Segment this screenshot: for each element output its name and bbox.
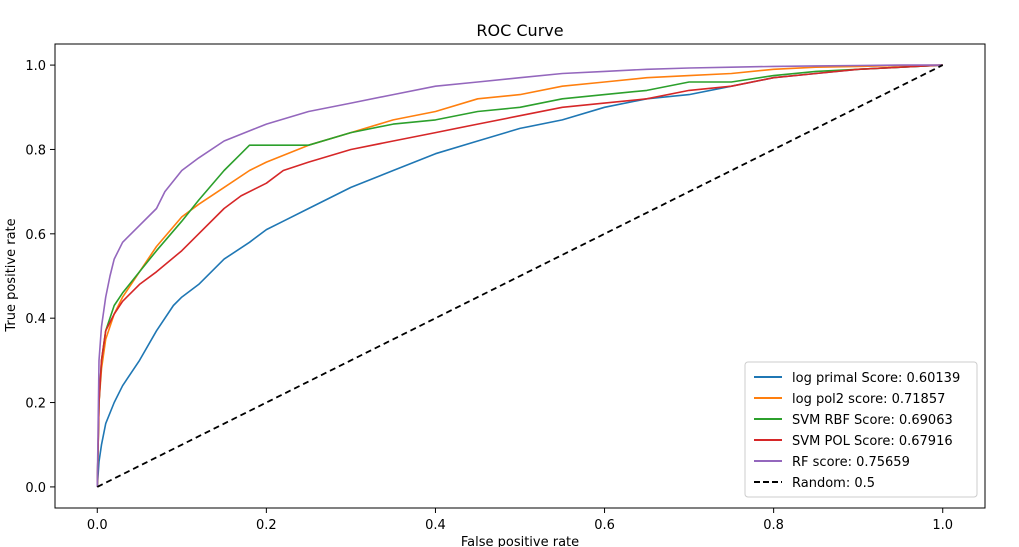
legend-label-4: RF score: 0.75659 [792,455,910,470]
y-tick-label: 0.4 [25,312,46,327]
series-line-4 [96,64,943,487]
x-tick-label: 0.0 [87,518,108,533]
x-tick-label: 0.8 [763,518,784,533]
legend-label-1: log pol2 score: 0.71857 [792,392,945,407]
y-tick-label: 0.2 [25,397,46,412]
legend-label-0: log primal Score: 0.60139 [792,371,960,386]
legend-label-2: SVM RBF Score: 0.69063 [792,413,953,428]
legend-label-5: Random: 0.5 [792,476,875,491]
legend-label-3: SVM POL Score: 0.67916 [792,434,953,449]
y-tick-label: 0.8 [25,143,46,158]
series-layer [96,64,944,488]
series-line-3 [96,64,943,487]
x-axis-title: False positive rate [461,535,579,547]
axes-layer: 0.0 0.2 0.4 0.6 0.8 1.0 0.0 0.2 0.4 0.6 0.8 1.0 [25,59,953,533]
x-tick-label: 0.2 [256,518,277,533]
y-tick-label: 0.6 [25,228,46,243]
x-tick-label: 0.4 [425,518,446,533]
y-tick-label: 0.0 [25,481,46,496]
legend: log primal Score: 0.60139 log pol2 score:… [744,361,978,498]
plot-frame [54,43,986,509]
series-line-5 [96,64,944,488]
legend-box [744,361,978,498]
chart-title: ROC Curve [476,21,563,40]
y-tick-label: 1.0 [25,59,46,74]
series-line-2 [96,64,943,487]
y-axis-title: True positive rate [4,218,19,332]
x-tick-label: 1.0 [932,518,953,533]
x-tick-label: 0.6 [594,518,615,533]
